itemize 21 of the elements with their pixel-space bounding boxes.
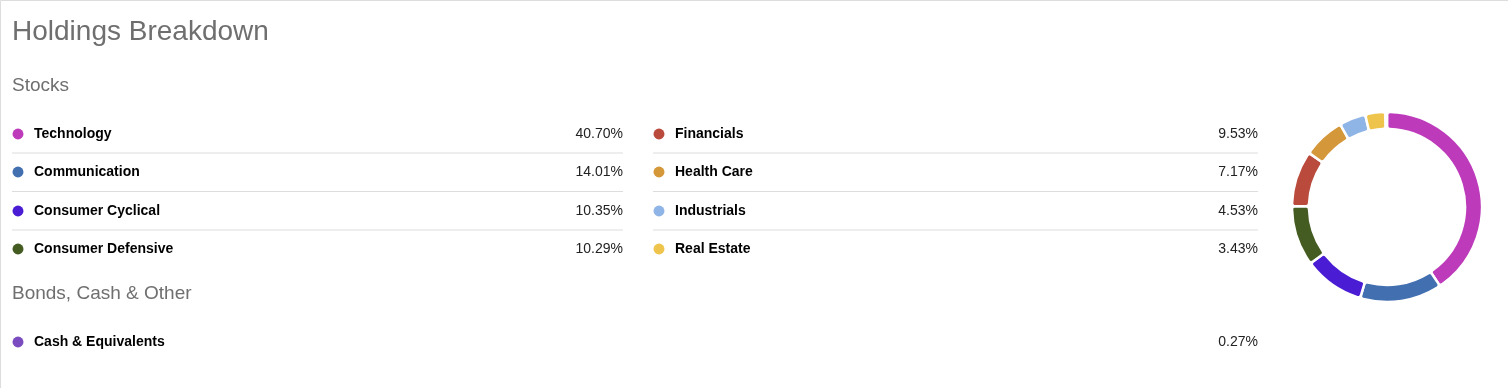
legend-label: Real Estate bbox=[675, 240, 751, 256]
legend-label: Health Care bbox=[675, 163, 754, 179]
data-label: 9.53% bbox=[1218, 125, 1258, 141]
data-label: 10.29% bbox=[575, 240, 623, 256]
chart-subtitle: Stocks bbox=[12, 74, 70, 95]
legend-label: Communication bbox=[34, 163, 140, 179]
legend-label: Consumer Defensive bbox=[34, 240, 174, 256]
legend-label: Cash & Equivalents bbox=[34, 333, 165, 349]
data-label: 7.17% bbox=[1218, 163, 1258, 179]
legend-label: Consumer Cyclical bbox=[34, 202, 161, 218]
data-label: 14.01% bbox=[575, 163, 623, 179]
text: Bonds, Cash & Other bbox=[12, 282, 193, 303]
data-label: 0.27% bbox=[1218, 333, 1258, 349]
data-label: 10.35% bbox=[575, 202, 623, 218]
legend-label: Technology bbox=[34, 125, 112, 141]
chart-title: Holdings Breakdown bbox=[12, 15, 269, 46]
legend-label: Industrials bbox=[675, 202, 747, 218]
data-label: 3.43% bbox=[1218, 240, 1258, 256]
data-label: 40.70% bbox=[575, 125, 623, 141]
data-label: 4.53% bbox=[1218, 202, 1258, 218]
legend-label: Financials bbox=[675, 125, 744, 141]
